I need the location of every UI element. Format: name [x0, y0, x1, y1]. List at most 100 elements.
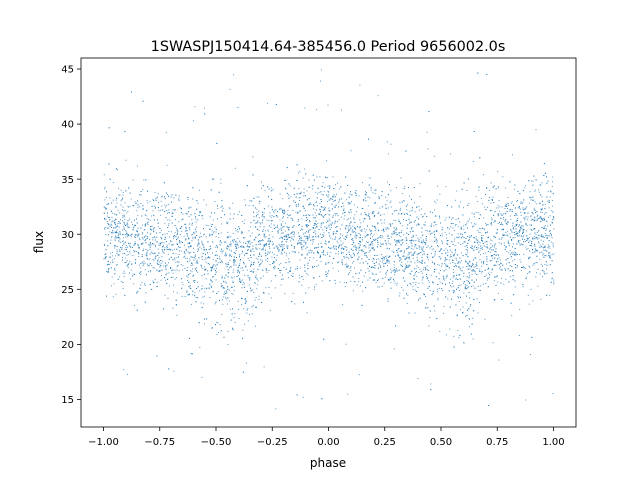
- data-point: [404, 268, 406, 270]
- data-point: [219, 324, 221, 326]
- data-point: [298, 219, 299, 221]
- data-point: [466, 309, 468, 311]
- data-point: [156, 241, 158, 243]
- data-point: [334, 227, 336, 229]
- data-point: [438, 256, 440, 258]
- data-point: [103, 174, 105, 176]
- data-point: [226, 221, 228, 223]
- data-point: [225, 247, 227, 249]
- data-point: [298, 224, 299, 226]
- data-point: [250, 222, 252, 224]
- data-point: [133, 250, 135, 251]
- data-point: [450, 249, 451, 251]
- data-point: [478, 301, 480, 303]
- data-point: [369, 216, 370, 217]
- data-point: [291, 274, 293, 276]
- data-point: [237, 270, 239, 272]
- data-point: [201, 242, 203, 244]
- data-point: [483, 260, 485, 262]
- data-point: [490, 243, 492, 245]
- data-point: [525, 224, 527, 226]
- data-point: [441, 233, 443, 235]
- data-point: [190, 270, 192, 272]
- data-point: [460, 244, 462, 245]
- data-point: [521, 227, 523, 229]
- data-point: [538, 229, 540, 231]
- data-point: [161, 241, 163, 243]
- data-point: [418, 246, 420, 248]
- data-point: [289, 205, 291, 206]
- data-point: [458, 205, 460, 207]
- data-point: [225, 290, 227, 292]
- data-point: [321, 280, 323, 282]
- data-point: [525, 216, 527, 218]
- data-point: [388, 262, 390, 264]
- data-point: [139, 267, 141, 269]
- data-point: [418, 252, 420, 254]
- data-point: [540, 263, 542, 265]
- data-point: [123, 210, 125, 212]
- data-point: [249, 226, 251, 228]
- data-point: [451, 283, 453, 284]
- data-point: [533, 207, 535, 209]
- data-point: [282, 244, 284, 246]
- data-point: [264, 243, 266, 245]
- data-point: [255, 297, 257, 298]
- data-point: [304, 107, 306, 109]
- data-point: [215, 251, 217, 252]
- data-point: [116, 231, 118, 233]
- data-point: [267, 261, 269, 262]
- data-point: [152, 198, 154, 200]
- data-point: [140, 203, 142, 204]
- data-point: [176, 243, 178, 245]
- data-point: [300, 239, 302, 241]
- data-point: [436, 199, 438, 201]
- data-point: [244, 299, 246, 300]
- data-point: [119, 238, 121, 240]
- data-point: [473, 269, 475, 271]
- data-point: [541, 219, 543, 221]
- data-point: [520, 214, 522, 216]
- data-point: [466, 222, 468, 224]
- data-point: [164, 196, 166, 198]
- data-point: [262, 269, 264, 271]
- data-point: [343, 282, 345, 284]
- data-point: [529, 245, 531, 246]
- data-point: [453, 230, 455, 231]
- data-point: [145, 292, 147, 294]
- data-point: [481, 261, 483, 263]
- data-point: [122, 256, 123, 258]
- data-point: [388, 238, 390, 239]
- data-point: [525, 248, 527, 250]
- data-point: [515, 214, 517, 216]
- data-point: [478, 244, 480, 246]
- data-point: [209, 297, 211, 298]
- data-point: [256, 215, 257, 216]
- data-point: [124, 234, 126, 235]
- data-point: [207, 256, 209, 258]
- data-point: [173, 370, 175, 372]
- data-point: [144, 224, 146, 226]
- data-point: [356, 235, 358, 237]
- data-point: [204, 266, 206, 268]
- data-point: [476, 201, 478, 202]
- data-point: [553, 228, 555, 230]
- data-point: [551, 277, 553, 279]
- data-point: [164, 198, 166, 200]
- data-point: [501, 237, 503, 239]
- data-point: [257, 220, 259, 222]
- data-point: [370, 267, 372, 268]
- data-point: [402, 225, 404, 227]
- data-point: [123, 221, 125, 223]
- data-point: [246, 250, 248, 252]
- data-point: [147, 270, 149, 272]
- data-point: [418, 261, 420, 262]
- data-point: [114, 269, 116, 271]
- data-point: [440, 248, 442, 250]
- data-point: [210, 267, 212, 268]
- data-point: [402, 242, 404, 244]
- data-point: [364, 190, 366, 192]
- data-point: [210, 285, 212, 287]
- data-point: [151, 225, 153, 227]
- data-point: [324, 226, 326, 228]
